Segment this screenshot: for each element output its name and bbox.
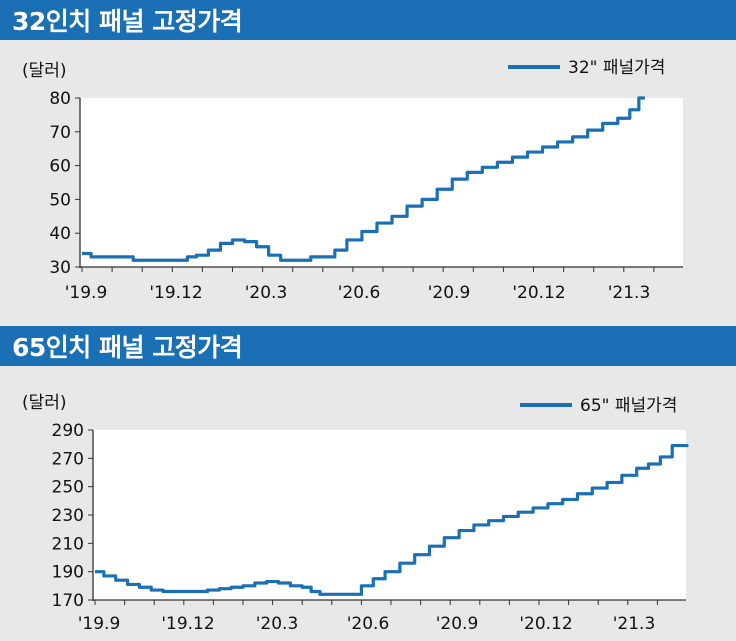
y-tick-label: 80 <box>49 89 71 109</box>
chart-2-svg: 170 190 210 230 250 270 290 '19.9 '19.12 '20.3 '20… <box>22 393 689 634</box>
y-tick-label: 250 <box>52 478 84 498</box>
y-tick-label: 290 <box>52 421 84 441</box>
x-tick-label: '20.12 <box>519 614 572 634</box>
series-line <box>82 96 645 262</box>
legend-label: 32" 패널가격 <box>568 58 665 78</box>
x-tick-label: '20.12 <box>512 283 565 303</box>
x-tick-label: '21.3 <box>613 614 656 634</box>
chart-1-svg: 30 40 50 60 70 80 '19.9 '19.12 '20.3 '20.6 '20.9 '2… <box>22 58 683 303</box>
x-tick-label: '20.3 <box>245 283 288 303</box>
y-tick-label: 50 <box>49 190 71 210</box>
x-tick-label: '19.12 <box>161 614 214 634</box>
x-tick-label: '19.12 <box>149 283 202 303</box>
x-tick-label: '20.9 <box>428 283 471 303</box>
series-line <box>95 443 689 596</box>
legend-label: 65" 패널가격 <box>580 396 677 416</box>
y-tick-label: 170 <box>52 591 84 611</box>
x-tick-label: '20.3 <box>256 614 299 634</box>
x-tick-label: '19.9 <box>65 283 108 303</box>
x-tick-label: '20.9 <box>436 614 479 634</box>
x-tick-label: '20.6 <box>347 614 390 634</box>
chart-2-title: 65인치 패널 고정가격 <box>0 326 736 366</box>
chart-1-title: 32인치 패널 고정가격 <box>0 0 736 40</box>
y-tick-label: 40 <box>49 224 71 244</box>
y-axis-label: (달러) <box>22 393 67 413</box>
y-tick-label: 30 <box>49 258 71 278</box>
x-tick-label: '21.3 <box>608 283 651 303</box>
y-tick-label: 190 <box>52 563 84 583</box>
y-tick-label: 270 <box>52 449 84 469</box>
y-tick-label: 210 <box>52 534 84 554</box>
plot-area <box>80 98 683 267</box>
x-tick-label: '19.9 <box>78 614 121 634</box>
y-tick-label: 60 <box>49 157 71 177</box>
x-tick-label: '20.6 <box>338 283 381 303</box>
y-axis-label: (달러) <box>22 61 67 81</box>
plot-area <box>93 430 686 600</box>
y-tick-label: 70 <box>49 123 71 143</box>
y-tick-label: 230 <box>52 506 84 526</box>
